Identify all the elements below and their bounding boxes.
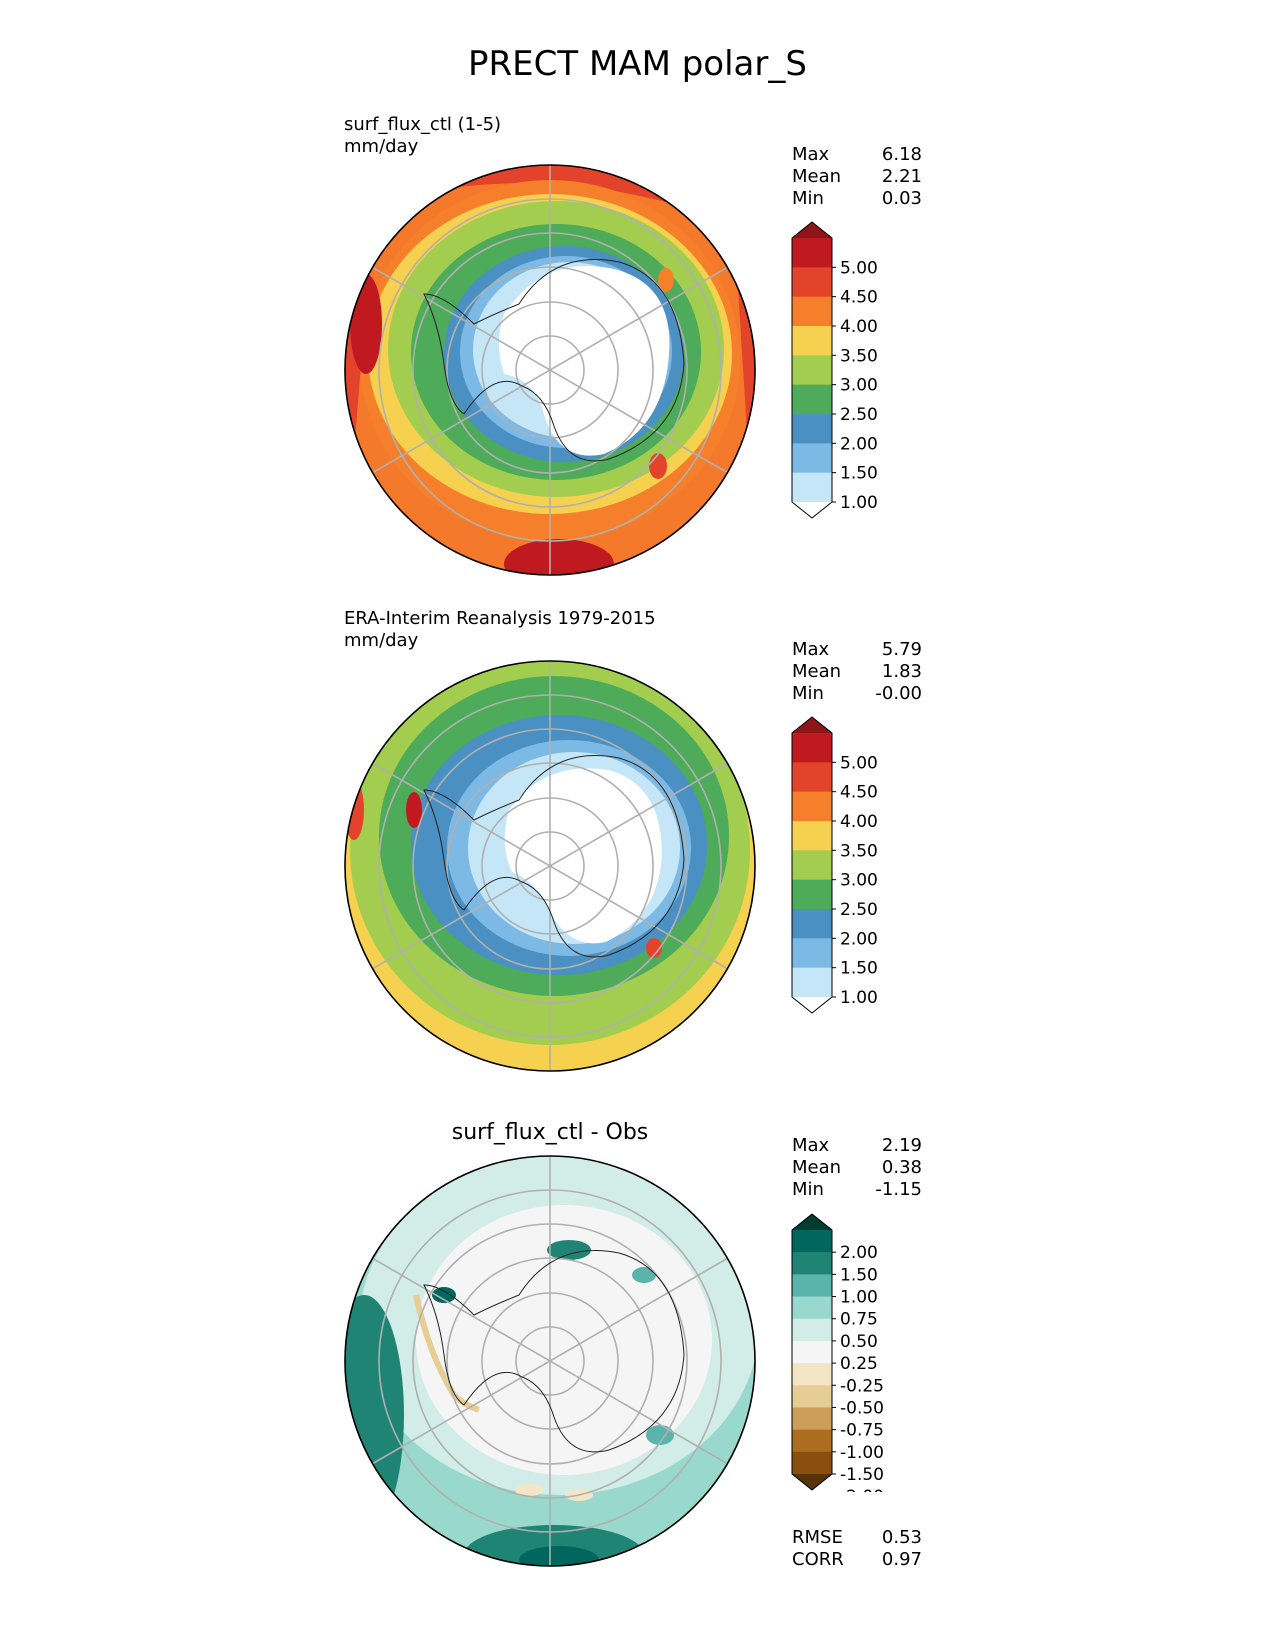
panel-2-colorbar: 5.004.504.003.503.002.502.001.501.000.50: [791, 716, 878, 1014]
panel-1-stats: Max 6.18 Mean 2.21 Min 0.03: [792, 144, 922, 210]
panel-2-units: mm/day: [344, 630, 419, 651]
colorbar-tick-label: 4.50: [840, 288, 878, 308]
stat-rmse: RMSE 0.53: [792, 1527, 922, 1548]
colorbar-segment: [792, 850, 832, 881]
colorbar-tick-label: -0.50: [840, 1398, 884, 1418]
colorbar-tick-label: 2.00: [840, 1243, 878, 1263]
colorbar-tick-label: -2.00: [840, 1487, 884, 1492]
colorbar-segment: [792, 238, 832, 268]
stat-mean: Mean 0.38: [792, 1157, 922, 1178]
colorbar-tick-label: 1.50: [840, 1265, 878, 1285]
colorbar-tick-label: 4.00: [840, 812, 878, 832]
colorbar-segment: [792, 1363, 832, 1386]
colorbar-segment: [792, 909, 832, 939]
colorbar-tick-label: 3.50: [840, 841, 878, 861]
colorbar-tick-label: 3.00: [840, 871, 878, 891]
panel-2-polar-map: [344, 660, 756, 1072]
colorbar-segment: [792, 355, 832, 386]
panel-2-title-line1: ERA-Interim Reanalysis 1979-2015: [344, 608, 656, 629]
panel-1-title-line1: surf_flux_ctl (1-5): [344, 114, 502, 135]
colorbar-segment: [792, 733, 832, 763]
stat-min: Min -1.15: [792, 1179, 922, 1200]
colorbar-tick-label: 2.00: [840, 434, 878, 454]
panel-3-colorbar: 2.001.501.000.750.500.25-0.25-0.50-0.75-…: [791, 1213, 884, 1492]
colorbar-bottom-extend: [792, 502, 832, 518]
colorbar-tick-label: 4.00: [840, 317, 878, 337]
colorbar-tick-label: 1.50: [840, 464, 878, 484]
colorbar-segment: [792, 296, 832, 327]
panel-3-title: surf_flux_ctl - Obs: [451, 1120, 649, 1145]
colorbar-tick-label: 2.00: [840, 929, 878, 949]
stat-min: Min 0.03: [792, 188, 922, 209]
colorbar-tick-label: -0.25: [840, 1376, 884, 1396]
colorbar-tick-label: -1.50: [840, 1465, 884, 1485]
colorbar-segment: [792, 1385, 832, 1408]
colorbar-segment: [792, 472, 832, 503]
colorbar-tick-label: 2.50: [840, 405, 878, 425]
colorbar-segment: [792, 443, 832, 474]
panel-2-title: ERA-Interim Reanalysis 1979-2015 mm/day: [344, 608, 656, 652]
colorbar-tick-label: 1.00: [840, 1288, 878, 1308]
colorbar-segment: [792, 1274, 832, 1298]
colorbar-tick-label: 3.50: [840, 346, 878, 366]
panel-3-stats: Max 2.19 Mean 0.38 Min -1.15: [792, 1135, 922, 1201]
colorbar-segment: [792, 762, 832, 793]
panel-1-polar-map: [344, 164, 756, 576]
colorbar-segment: [792, 879, 832, 910]
colorbar-tick-label: 0.50: [840, 1332, 878, 1352]
colorbar-segment: [792, 267, 832, 298]
colorbar-segment: [792, 938, 832, 969]
stat-mean: Mean 1.83: [792, 661, 922, 682]
colorbar-segment: [792, 791, 832, 822]
panel-1-title: surf_flux_ctl (1-5) mm/day: [344, 114, 501, 158]
colorbar-segment: [792, 1230, 832, 1253]
colorbar-segment: [792, 326, 832, 356]
colorbar-segment: [792, 1252, 832, 1275]
stat-mean: Mean 2.21: [792, 166, 922, 187]
stat-max: Max 5.79: [792, 639, 922, 660]
colorbar-segment: [792, 1296, 832, 1320]
colorbar-top-extend: [792, 1214, 832, 1230]
figure-title: PRECT MAM polar_S: [468, 44, 807, 84]
colorbar-tick-label: 5.00: [840, 753, 878, 773]
colorbar-tick-label: -1.00: [840, 1443, 884, 1463]
colorbar-segment: [792, 384, 832, 415]
colorbar-tick-label: 1.50: [840, 959, 878, 979]
colorbar-tick-label: 3.00: [840, 376, 878, 396]
panel-3-extra-stats: RMSE 0.53 CORR 0.97: [792, 1527, 922, 1571]
stat-corr: CORR 0.97: [792, 1549, 922, 1570]
colorbar-top-extend: [792, 222, 832, 238]
colorbar-tick-label: 4.50: [840, 783, 878, 803]
colorbar-segment: [792, 414, 832, 444]
colorbar-tick-label: 0.25: [840, 1354, 878, 1374]
panel-1-units: mm/day: [344, 136, 419, 157]
colorbar-tick-label: 1.00: [840, 988, 878, 1008]
colorbar-segment: [792, 1451, 832, 1475]
colorbar-segment: [792, 1340, 832, 1364]
stat-max: Max 6.18: [792, 144, 922, 165]
panel-2-stats: Max 5.79 Mean 1.83 Min -0.00: [792, 639, 922, 705]
colorbar-tick-label: -0.75: [840, 1421, 884, 1441]
panel-3-polar-map: [344, 1155, 756, 1567]
colorbar-tick-label: 0.75: [840, 1310, 878, 1330]
colorbar-segment: [792, 1318, 832, 1342]
panel-1-colorbar: 5.004.504.003.503.002.502.001.501.000.50: [791, 221, 878, 519]
colorbar-bottom-extend: [792, 1474, 832, 1490]
colorbar-segment: [792, 967, 832, 998]
colorbar-segment: [792, 1407, 832, 1431]
colorbar-tick-label: 1.00: [840, 493, 878, 513]
stat-min: Min -0.00: [792, 683, 922, 704]
colorbar-top-extend: [792, 717, 832, 733]
colorbar-segment: [792, 1429, 832, 1453]
colorbar-bottom-extend: [792, 997, 832, 1013]
colorbar-tick-label: 2.50: [840, 900, 878, 920]
colorbar-segment: [792, 821, 832, 851]
colorbar-tick-label: 5.00: [840, 258, 878, 278]
stat-max: Max 2.19: [792, 1135, 922, 1156]
